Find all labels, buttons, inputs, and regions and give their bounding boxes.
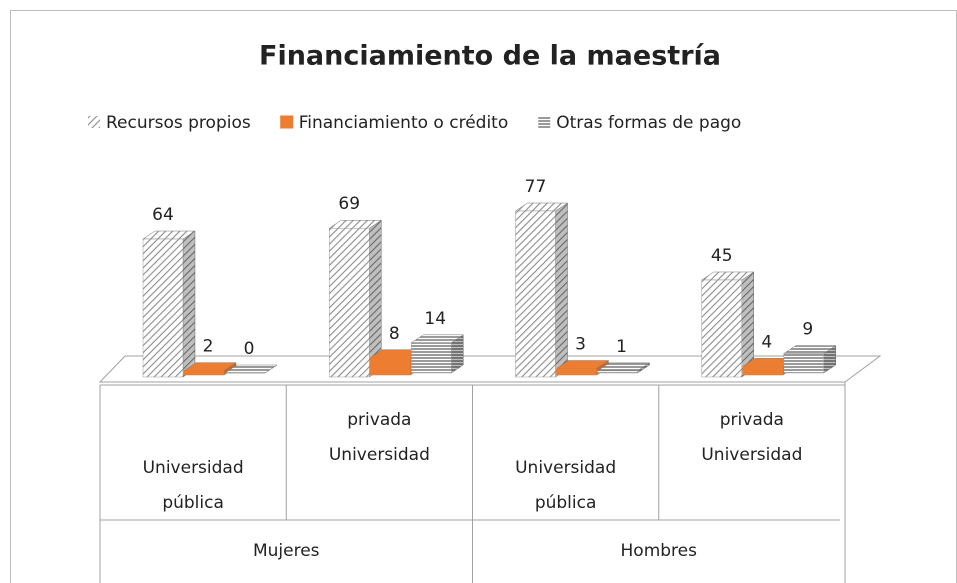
- data-label: 0: [244, 339, 255, 359]
- legend-swatch: [88, 116, 100, 128]
- legend-label: Otras formas de pago: [556, 113, 741, 133]
- data-label: 8: [389, 324, 400, 344]
- bar-side-shade: [823, 345, 836, 373]
- x-tick-label: Universidad: [143, 458, 244, 478]
- data-label: 4: [761, 332, 772, 352]
- bar-front: [142, 238, 184, 378]
- bar: [224, 364, 278, 374]
- bar-front: [329, 227, 370, 378]
- bar: [328, 219, 383, 378]
- data-label: 77: [525, 177, 547, 197]
- bar: [782, 345, 837, 374]
- bar-side-shade: [637, 362, 650, 373]
- bar: [410, 334, 465, 374]
- bar-front: [411, 342, 452, 374]
- bar-front: [370, 357, 411, 376]
- group-label: Mujeres: [253, 541, 320, 561]
- bar-side-shade: [741, 271, 754, 377]
- bar-front: [556, 368, 597, 376]
- legend-swatch: [280, 115, 294, 129]
- bar: [596, 362, 651, 374]
- bar-front: [742, 366, 783, 376]
- x-tick-label: pública: [162, 493, 224, 513]
- bar-side-shade: [183, 231, 195, 377]
- data-label: 3: [575, 335, 586, 355]
- x-tick-label: privada: [720, 410, 784, 430]
- bar-side-shade: [555, 203, 568, 377]
- bar: [514, 202, 569, 378]
- legend-swatch: [538, 116, 551, 128]
- bar-front: [597, 370, 638, 374]
- legend-label: Financiamiento o crédito: [299, 113, 509, 133]
- data-label: 9: [802, 320, 813, 340]
- x-tick-label: privada: [347, 410, 411, 430]
- group-label: Hombres: [621, 541, 698, 561]
- x-tick-label: Universidad: [701, 445, 802, 465]
- bar-front: [701, 279, 742, 378]
- bar-side-shade: [451, 334, 464, 373]
- bar-front: [783, 353, 824, 374]
- data-label: 2: [203, 337, 214, 357]
- x-tick-label: Universidad: [329, 445, 430, 465]
- data-label: 45: [711, 246, 733, 266]
- data-label: 14: [424, 309, 446, 329]
- bar-front: [515, 210, 556, 378]
- data-label: 1: [616, 337, 627, 357]
- legend-label: Recursos propios: [106, 113, 251, 133]
- bar: [142, 230, 196, 378]
- x-tick-label: Universidad: [515, 458, 616, 478]
- x-tick-label: pública: [535, 493, 597, 513]
- data-label: 64: [152, 205, 174, 225]
- bar-side-shade: [369, 220, 382, 377]
- floor: [98, 355, 882, 383]
- bar: [700, 271, 755, 378]
- bar-front: [183, 370, 225, 376]
- chart-title: Financiamiento de la maestría: [259, 41, 721, 72]
- data-label: 69: [338, 194, 360, 214]
